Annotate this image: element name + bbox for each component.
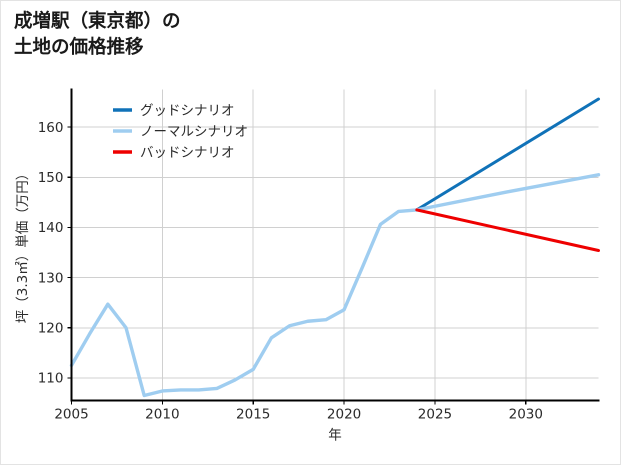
x-tick-label: 2025 xyxy=(418,407,452,423)
y-tick-label: 150 xyxy=(38,170,64,186)
axis-tick-labels: 110 120 130 140 150 160 2005 2010 2015 2020 2025 20… xyxy=(38,120,543,423)
plot-series xyxy=(69,97,601,398)
y-tick-label: 140 xyxy=(38,220,64,236)
y-tick-label: 160 xyxy=(38,120,64,136)
series-line-バッドシナリオ xyxy=(415,208,600,253)
x-axis-title: 年 xyxy=(328,428,342,444)
page-title: 成増駅（東京都）の 土地の価格推移 xyxy=(14,11,181,59)
x-tick-label: 2015 xyxy=(236,407,270,423)
x-tick-label: 2005 xyxy=(54,407,88,423)
y-tick-label: 130 xyxy=(38,270,64,286)
axis-titles: 年 坪（3.3㎡）単価（万円） xyxy=(15,167,342,444)
axis-spines xyxy=(70,88,600,402)
x-tick-label: 2010 xyxy=(145,407,179,423)
legend-label-0: グッドシナリオ xyxy=(140,103,235,119)
y-tick-label: 120 xyxy=(38,321,64,337)
x-tick-label: 2030 xyxy=(509,407,543,423)
legend-label-1: ノーマルシナリオ xyxy=(140,124,248,140)
series-line-ノーマルシナリオ xyxy=(69,173,601,398)
series-line-グッドシナリオ xyxy=(415,97,600,212)
y-axis-title: 坪（3.3㎡）単価（万円） xyxy=(15,167,31,323)
legend-label-2: バッドシナリオ xyxy=(140,145,235,161)
y-tick-label: 110 xyxy=(38,371,64,387)
axis-ticks xyxy=(67,126,527,405)
x-tick-label: 2020 xyxy=(327,407,361,423)
